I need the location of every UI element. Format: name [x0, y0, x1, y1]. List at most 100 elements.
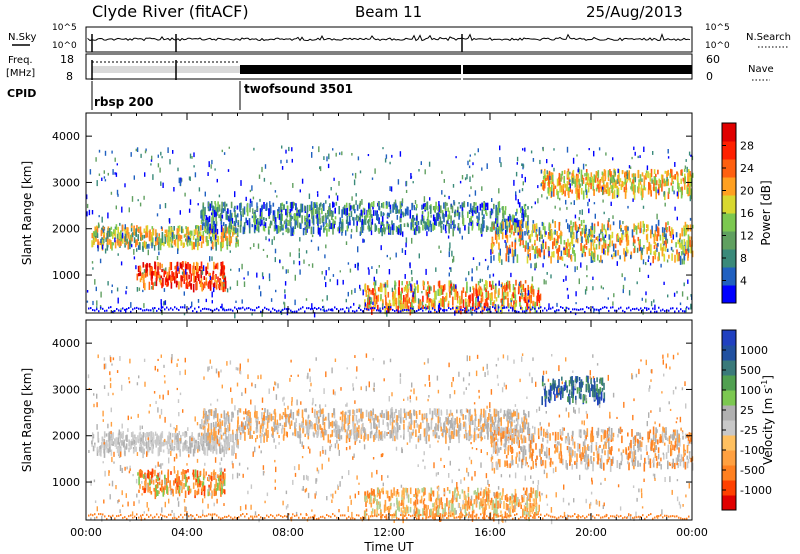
echo-cell — [562, 188, 564, 194]
echo-cell — [307, 420, 309, 428]
echo-cell — [500, 162, 502, 168]
echo-cell — [212, 471, 215, 475]
echo-cell — [181, 271, 184, 275]
echo-cell — [521, 292, 524, 297]
echo-cell — [658, 306, 660, 309]
echo-cell — [110, 449, 113, 456]
echo-cell — [393, 301, 396, 307]
echo-cell — [102, 226, 105, 232]
echo-cell — [544, 226, 546, 234]
echo-cell — [411, 294, 414, 303]
echo-cell — [229, 241, 231, 246]
echo-cell — [314, 306, 316, 309]
echo-cell — [349, 409, 351, 416]
echo-cell — [611, 240, 614, 247]
echo-cell — [574, 221, 577, 231]
echo-cell — [296, 310, 298, 313]
echo-cell — [511, 228, 513, 233]
echo-cell — [546, 272, 548, 275]
echo-cell — [294, 428, 296, 437]
echo-cell — [377, 227, 380, 233]
echo-cell — [370, 301, 372, 305]
echo-cell — [548, 170, 551, 179]
echo-cell — [653, 251, 655, 256]
echo-cell — [448, 306, 450, 309]
echo-cell — [578, 217, 580, 221]
echo-cell — [202, 231, 205, 239]
echo-cell — [662, 236, 664, 244]
echo-cell — [471, 208, 473, 214]
echo-cell — [268, 412, 271, 421]
echo-cell — [549, 186, 552, 192]
echo-cell — [378, 419, 380, 428]
echo-cell — [441, 220, 443, 225]
echo-cell — [445, 296, 447, 302]
echo-cell — [403, 428, 405, 437]
echo-cell — [322, 416, 324, 426]
nsky-label: N.Sky — [8, 32, 36, 43]
echo-cell — [616, 178, 619, 185]
echo-cell — [314, 204, 317, 208]
echo-cell — [341, 232, 343, 236]
y-tick-label: 3000 — [52, 176, 80, 189]
echo-cell — [584, 231, 586, 238]
echo-cell — [207, 439, 210, 447]
echo-cell — [519, 231, 521, 236]
echo-cell — [509, 216, 512, 222]
echo-cell — [514, 226, 517, 233]
echo-cell — [446, 409, 448, 416]
echo-cell — [500, 226, 503, 231]
echo-cell — [148, 243, 150, 249]
echo-cell — [573, 200, 575, 205]
echo-cell — [236, 441, 238, 448]
echo-cell — [610, 171, 613, 176]
echo-cell — [382, 299, 384, 305]
echo-cell — [372, 305, 375, 312]
echo-cell — [600, 229, 602, 235]
echo-cell — [562, 279, 565, 282]
echo-cell — [405, 237, 408, 243]
echo-cell — [279, 260, 281, 263]
echo-cell — [377, 201, 380, 207]
echo-cell — [214, 308, 216, 311]
echo-cell — [513, 249, 516, 256]
echo-cell — [614, 309, 616, 312]
echo-cell — [477, 287, 480, 291]
echo-cell — [438, 221, 440, 227]
echo-cell — [487, 226, 489, 231]
echo-cell — [218, 309, 220, 312]
echo-cell — [574, 308, 576, 311]
echo-cell — [161, 479, 163, 486]
echo-cell — [451, 415, 454, 424]
power-echo-marks — [86, 145, 694, 319]
echo-cell — [457, 306, 459, 313]
echo-cell — [180, 306, 182, 309]
echo-cell — [578, 168, 581, 175]
colorbar-swatch — [722, 249, 736, 268]
echo-cell — [107, 172, 109, 176]
echo-cell — [489, 226, 492, 232]
echo-cell — [118, 309, 120, 312]
echo-cell — [399, 224, 402, 233]
echo-cell — [230, 236, 233, 244]
echo-cell — [438, 280, 441, 289]
echo-cell — [177, 248, 179, 254]
echo-cell — [327, 210, 329, 215]
echo-cell — [374, 307, 376, 310]
echo-cell — [136, 225, 138, 232]
echo-cell — [325, 270, 327, 276]
echo-cell — [295, 219, 297, 226]
echo-cell — [133, 249, 135, 255]
echo-cell — [222, 222, 225, 227]
echo-cell — [650, 229, 652, 239]
echo-cell — [240, 180, 242, 186]
echo-cell — [120, 431, 122, 436]
echo-cell — [580, 262, 582, 268]
echo-cell — [518, 283, 520, 293]
echo-cell — [158, 481, 161, 486]
echo-cell — [261, 272, 264, 277]
echo-cell — [367, 267, 370, 270]
echo-cell — [382, 419, 384, 425]
echo-cell — [392, 291, 395, 299]
echo-cell — [160, 299, 162, 305]
